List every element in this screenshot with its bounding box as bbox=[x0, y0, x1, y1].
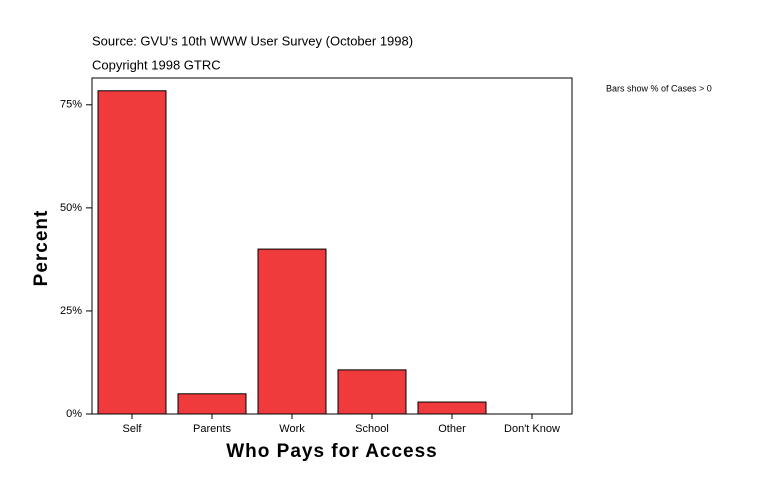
x-axis-label: Who Pays for Access bbox=[226, 441, 438, 462]
y-tick-label: 75% bbox=[60, 99, 82, 111]
x-tick-label: Other bbox=[438, 423, 466, 435]
bar bbox=[97, 90, 167, 415]
chart-title: Source: GVU's 10th WWW User Survey (Octo… bbox=[92, 33, 413, 48]
y-axis-label: Percent bbox=[31, 210, 52, 287]
bar bbox=[257, 248, 327, 415]
annotation: Bars show % of Cases > 0 bbox=[606, 83, 712, 93]
chart-subtitle: Copyright 1998 GTRC bbox=[92, 57, 221, 72]
x-tick-label: School bbox=[355, 423, 389, 435]
bar bbox=[177, 393, 247, 415]
y-tick-label: 50% bbox=[60, 202, 82, 214]
plot-frame bbox=[91, 77, 573, 415]
bar bbox=[337, 369, 407, 415]
y-tick-label: 25% bbox=[60, 305, 82, 317]
x-tick-label: Work bbox=[279, 423, 305, 435]
x-tick-label: Parents bbox=[193, 423, 231, 435]
x-tick-label: Self bbox=[123, 423, 143, 435]
x-tick-label: Don't Know bbox=[504, 423, 560, 435]
bar bbox=[417, 401, 487, 415]
y-tick-label: 0% bbox=[66, 408, 82, 420]
